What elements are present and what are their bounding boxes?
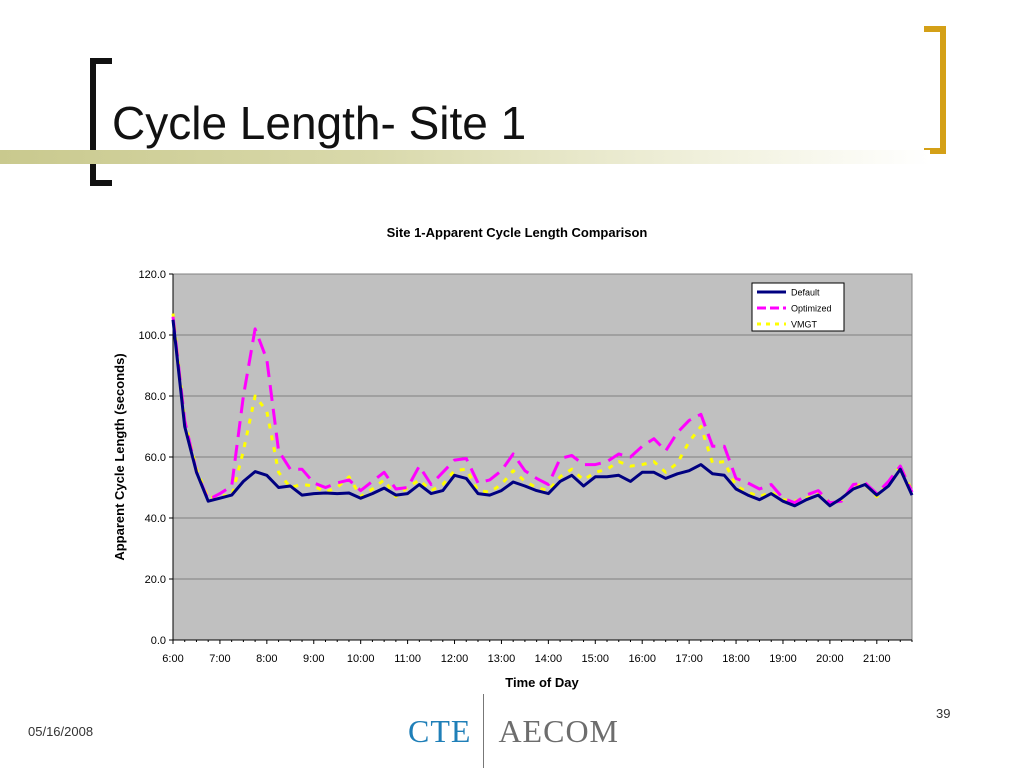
slide-title: Cycle Length- Site 1 <box>112 97 527 149</box>
x-tick-label: 15:00 <box>582 653 610 665</box>
x-tick-label: 6:00 <box>162 653 183 665</box>
x-tick-label: 14:00 <box>535 653 563 665</box>
title-bracket-right <box>924 26 946 154</box>
y-tick-label: 0.0 <box>151 635 166 647</box>
y-tick-label: 80.0 <box>145 391 166 403</box>
logo-divider <box>483 694 485 768</box>
series-line-optimized <box>171 316 914 505</box>
y-tick-label: 60.0 <box>145 452 166 464</box>
series-line-vmgt <box>171 313 914 505</box>
x-tick-label: 11:00 <box>394 653 421 665</box>
y-axis-title: Apparent Cycle Length (seconds) <box>112 353 127 560</box>
title-underline-band <box>0 150 930 164</box>
chart-title: Site 1-Apparent Cycle Length Comparison <box>387 225 648 240</box>
page-number: 39 <box>936 706 951 721</box>
x-axis-title: Time of Day <box>505 675 579 690</box>
x-tick-label: 13:00 <box>488 653 516 665</box>
x-tick-label: 10:00 <box>347 653 375 665</box>
logo-aecom-text: AECOM <box>498 712 619 749</box>
x-tick-label: 9:00 <box>303 653 324 665</box>
legend-label-optimized: Optimized <box>791 304 832 314</box>
x-tick-label: 8:00 <box>256 653 277 665</box>
x-tick-label: 12:00 <box>441 653 469 665</box>
footer-date: 05/16/2008 <box>28 724 94 739</box>
y-tick-label: 120.0 <box>138 269 166 281</box>
cte-aecom-logo: CTE AECOM <box>408 694 619 768</box>
y-tick-label: 40.0 <box>145 513 166 525</box>
legend-label-vmgt: VMGT <box>791 320 818 330</box>
x-tick-label: 19:00 <box>769 653 797 665</box>
x-tick-label: 20:00 <box>816 653 844 665</box>
series-line-default <box>171 319 914 508</box>
x-tick-label: 16:00 <box>628 653 656 665</box>
y-tick-label: 100.0 <box>138 330 166 342</box>
logo-cte-text: CTE <box>408 712 472 749</box>
y-tick-label: 20.0 <box>145 574 166 586</box>
x-tick-label: 21:00 <box>863 653 891 665</box>
x-tick-label: 17:00 <box>675 653 703 665</box>
x-tick-label: 18:00 <box>722 653 750 665</box>
legend: Default Optimized VMGT <box>751 282 845 332</box>
x-tick-label: 7:00 <box>209 653 230 665</box>
legend-label-default: Default <box>791 288 820 298</box>
title-bracket-left <box>90 58 112 186</box>
